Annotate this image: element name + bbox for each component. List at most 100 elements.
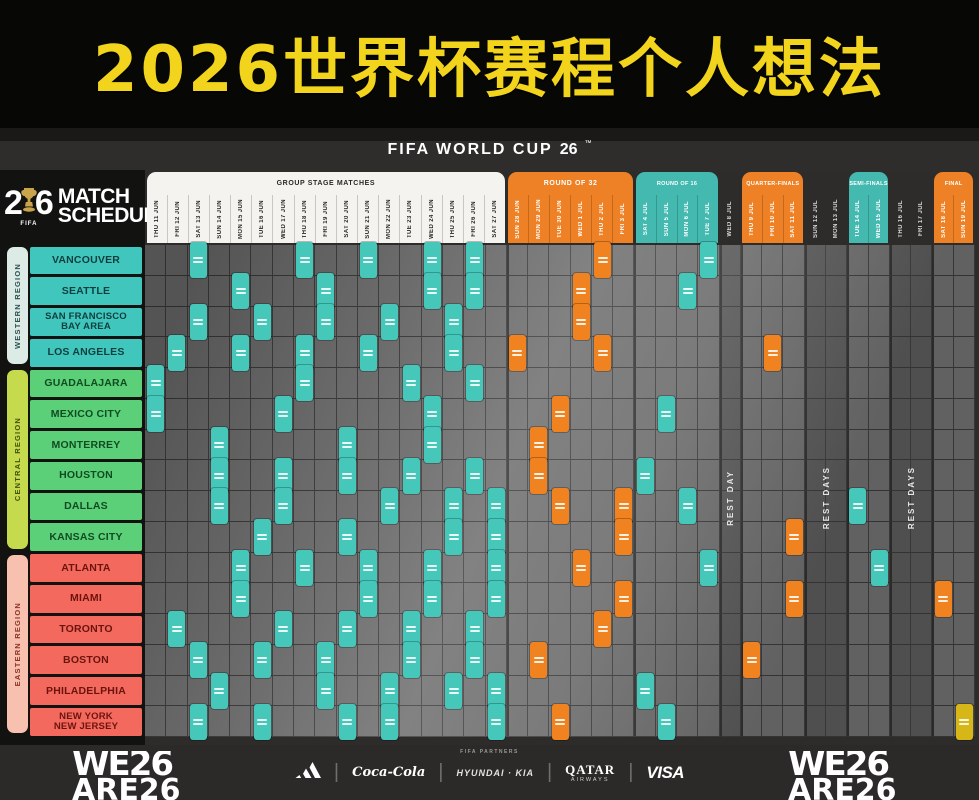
airways-text: AIRWAYS (570, 776, 610, 783)
grid-cell (187, 675, 209, 707)
city-cell-vancouver: VANCOUVER (30, 246, 142, 275)
grid-cell (315, 706, 337, 737)
grid-cell (783, 460, 805, 491)
page-title: 2026世界杯赛程个人想法 (92, 33, 887, 107)
grid-cell (740, 521, 763, 553)
grid-cell (889, 644, 912, 676)
match-marker-teal (423, 273, 441, 310)
match-marker-teal (232, 334, 250, 371)
grid-cell (464, 429, 486, 461)
grid-cell (655, 644, 678, 676)
grid-cell (506, 521, 529, 553)
grid-cell (762, 644, 784, 676)
partners-label: FIFA PARTNERS (460, 749, 519, 755)
grid-cell (847, 583, 869, 614)
city-cell-philadelphia: PHILADELPHIA (30, 677, 142, 705)
match-marker-teal (870, 549, 888, 586)
we26-sub-text: ARE26 (72, 772, 181, 800)
grid-cell (740, 706, 763, 737)
grid-cell (591, 306, 614, 338)
grid-cell (634, 368, 656, 399)
region-label: WESTERN REGION (13, 262, 22, 349)
match-marker-orange (594, 242, 612, 279)
date-label: FRI 26 JUN (470, 201, 477, 237)
date-label: WED 15 JUL (875, 199, 882, 239)
grid-cell (911, 368, 933, 399)
phase-label-rest1 (721, 172, 739, 195)
grid-cell (315, 614, 337, 645)
date-header-cell: FRI 17 JUL (911, 195, 931, 243)
grid-cell (485, 368, 507, 399)
grid-cell (932, 337, 954, 368)
grid-cell (336, 275, 358, 307)
date-label: WED 1 JUL (578, 201, 585, 237)
grid-cell (272, 368, 294, 399)
grid-cell (336, 368, 358, 399)
match-marker-teal (402, 611, 420, 648)
grid-cell (613, 306, 635, 338)
match-marker-teal (210, 426, 228, 463)
grid-cell (677, 583, 699, 614)
date-header-cell: SAT 20 JUN (335, 195, 357, 243)
grid-cell (379, 521, 401, 553)
grid-cell (783, 306, 805, 338)
grid-cell (293, 275, 316, 307)
match-marker-teal (423, 549, 441, 586)
grid-cell (208, 521, 231, 553)
grid-cell (762, 583, 784, 614)
date-label: SUN 21 JUN (365, 199, 372, 239)
grid-cell (208, 583, 231, 614)
match-marker-teal (274, 488, 292, 525)
grid-cell (293, 429, 316, 461)
grid-cell (613, 275, 635, 307)
grid-cell (613, 552, 635, 584)
match-marker-teal (466, 642, 484, 679)
grid-cell (293, 491, 316, 522)
match-marker-teal (466, 242, 484, 279)
date-label: SUN 5 JUL (663, 201, 670, 237)
grid-cell (634, 306, 656, 338)
grid-cell (889, 337, 912, 368)
grid-cell (336, 491, 358, 522)
match-marker-teal (274, 396, 292, 433)
grid-cell (740, 337, 763, 368)
grid-cell (145, 675, 167, 707)
hyundai-kia-logo: HYUNDAI · KIA (456, 767, 534, 778)
grid-cell (889, 614, 912, 645)
grid-cell (613, 398, 635, 430)
grid-cell (889, 675, 912, 707)
grid-row (145, 245, 975, 276)
grid-cell (804, 460, 826, 491)
phase-header-row: GROUP STAGE MATCHES THU 11 JUN FRI 12 JUN S… (145, 172, 975, 243)
match-marker-teal (423, 426, 441, 463)
grid-cell (911, 398, 933, 430)
grid-cell (698, 337, 720, 368)
grid-cell (315, 460, 337, 491)
grid-cell (528, 306, 550, 338)
grid-cell (251, 614, 273, 645)
grid-cell (357, 644, 380, 676)
date-header-cell: SUN 19 JUL (953, 195, 973, 243)
grid-cell (868, 614, 890, 645)
grid-cell (506, 245, 529, 276)
match-marker-teal (147, 365, 165, 402)
city-cell-los-angeles: LOS ANGELES (30, 338, 142, 367)
grid-cell (953, 614, 975, 645)
city-cell-kansas-city: KANSAS CITY (30, 523, 142, 551)
grid-cell (698, 491, 720, 522)
grid-cell (783, 614, 805, 645)
grid-cell (953, 275, 975, 307)
grid-cell (485, 398, 507, 430)
grid-cell (591, 429, 614, 461)
grid-cell (506, 644, 529, 676)
grid-cell (634, 275, 656, 307)
match-marker-teal (253, 303, 271, 340)
grid-cell (528, 521, 550, 553)
grid-cell (953, 552, 975, 584)
grid-cell (251, 245, 273, 276)
grid-cell (932, 675, 954, 707)
grid-cell (549, 337, 571, 368)
city-cell-miami: MIAMI (30, 584, 142, 613)
grid-cell (953, 675, 975, 707)
city-cell-houston: HOUSTON (30, 461, 142, 490)
